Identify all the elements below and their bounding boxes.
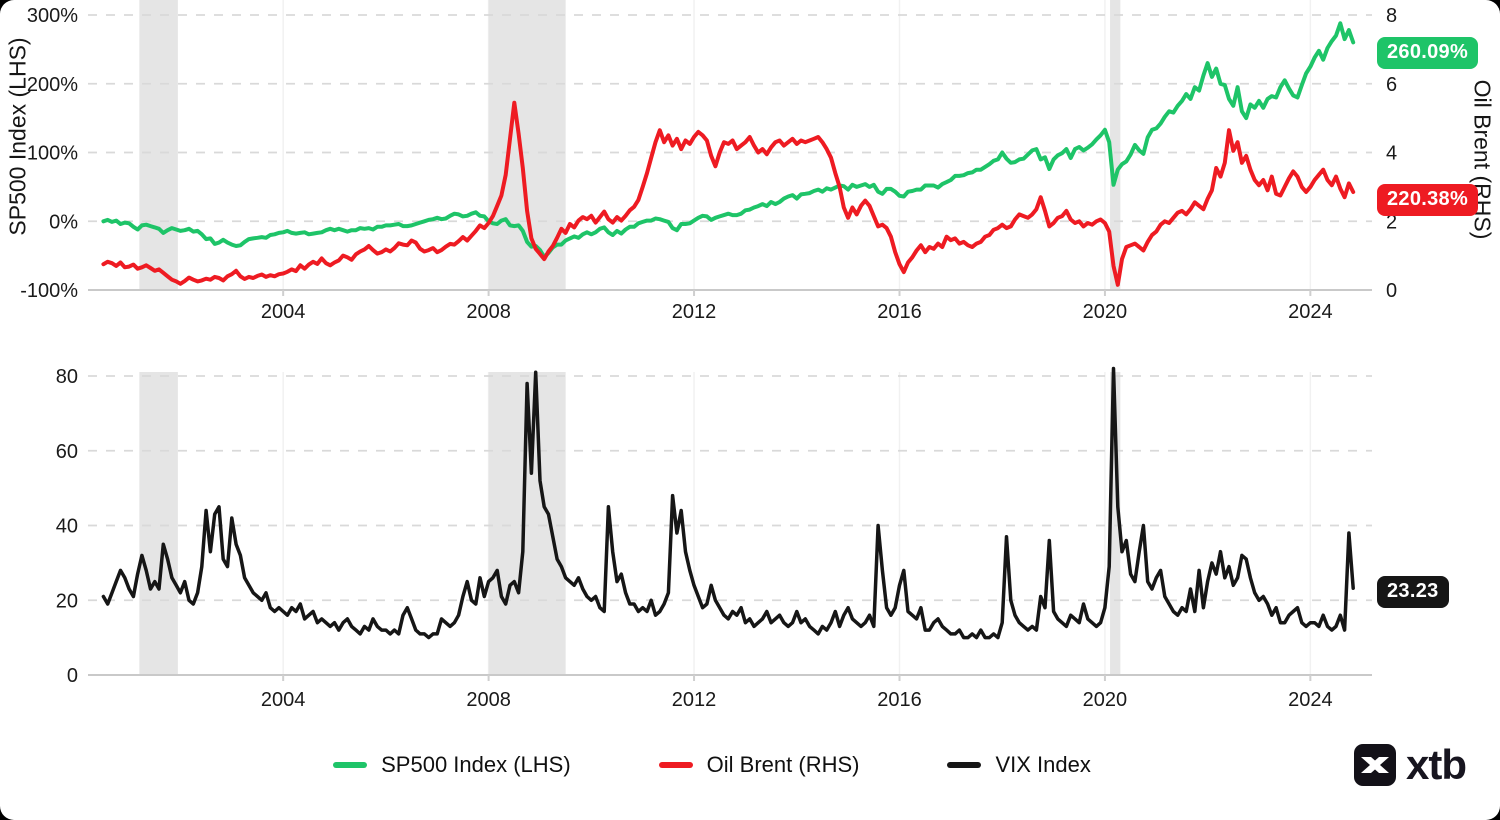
vix-last-value-badge: 23.23 [1377, 576, 1449, 608]
y-tick-label: 100% [27, 143, 78, 165]
x-tick-label: 2020 [1083, 689, 1128, 711]
legend-item-vix: VIX Index [947, 752, 1091, 778]
y-tick-label: 2 [1386, 211, 1397, 233]
series-line-red [101, 100, 1356, 287]
x-tick-label: 2012 [672, 301, 717, 323]
x-tick-label: 2024 [1288, 301, 1333, 323]
vix-line-swatch [947, 762, 982, 768]
legend: SP500 Index (LHS) Oil Brent (RHS) VIX In… [0, 752, 1500, 778]
y-tick-label: 0 [67, 665, 78, 687]
x-tick-label: 2008 [466, 301, 511, 323]
xtb-logo: xtb [1354, 741, 1467, 788]
x-tick-label: 2016 [877, 301, 922, 323]
y-tick-label: 6 [1386, 74, 1397, 96]
xtb-logo-text: xtb [1406, 741, 1467, 788]
y-tick-label: 300% [27, 5, 78, 27]
sp500-line-swatch [333, 762, 368, 768]
oil-last-value-badge: 220.38% [1377, 184, 1479, 216]
y-tick-label: 0 [1386, 280, 1397, 302]
series-line-green [101, 21, 1356, 259]
recession-band [139, 372, 178, 675]
y-tick-label: 8 [1386, 5, 1397, 27]
y-tick-label: 60 [56, 441, 78, 463]
y-tick-label: 40 [56, 516, 78, 538]
sp500-last-value-badge: 260.09% [1377, 37, 1479, 69]
recession-band [1110, 372, 1121, 675]
legend-label-vix: VIX Index [995, 752, 1091, 777]
xtb-x-icon [1361, 757, 1389, 773]
y-tick-label: 80 [56, 366, 78, 388]
legend-item-sp500: SP500 Index (LHS) [333, 752, 571, 778]
x-tick-label: 2024 [1288, 689, 1333, 711]
legend-item-oil: Oil Brent (RHS) [658, 752, 860, 778]
x-tick-label: 2008 [466, 689, 511, 711]
y-tick-label: -100% [20, 280, 78, 302]
x-tick-label: 2004 [261, 301, 306, 323]
legend-label-sp500: SP500 Index (LHS) [381, 752, 571, 777]
recession-band [139, 0, 178, 290]
legend-label-oil: Oil Brent (RHS) [706, 752, 860, 777]
x-tick-label: 2016 [877, 689, 922, 711]
x-tick-label: 2004 [261, 689, 306, 711]
recession-band [1110, 0, 1121, 290]
series-line-black [101, 366, 1355, 640]
y-tick-label: 20 [56, 590, 78, 612]
y-tick-label: 0% [49, 211, 78, 233]
xtb-logo-icon [1354, 744, 1396, 786]
y-tick-label: 4 [1386, 143, 1397, 165]
x-tick-label: 2020 [1083, 301, 1128, 323]
x-tick-label: 2012 [672, 689, 717, 711]
oil-line-swatch [658, 762, 693, 768]
y-tick-label: 200% [27, 74, 78, 96]
